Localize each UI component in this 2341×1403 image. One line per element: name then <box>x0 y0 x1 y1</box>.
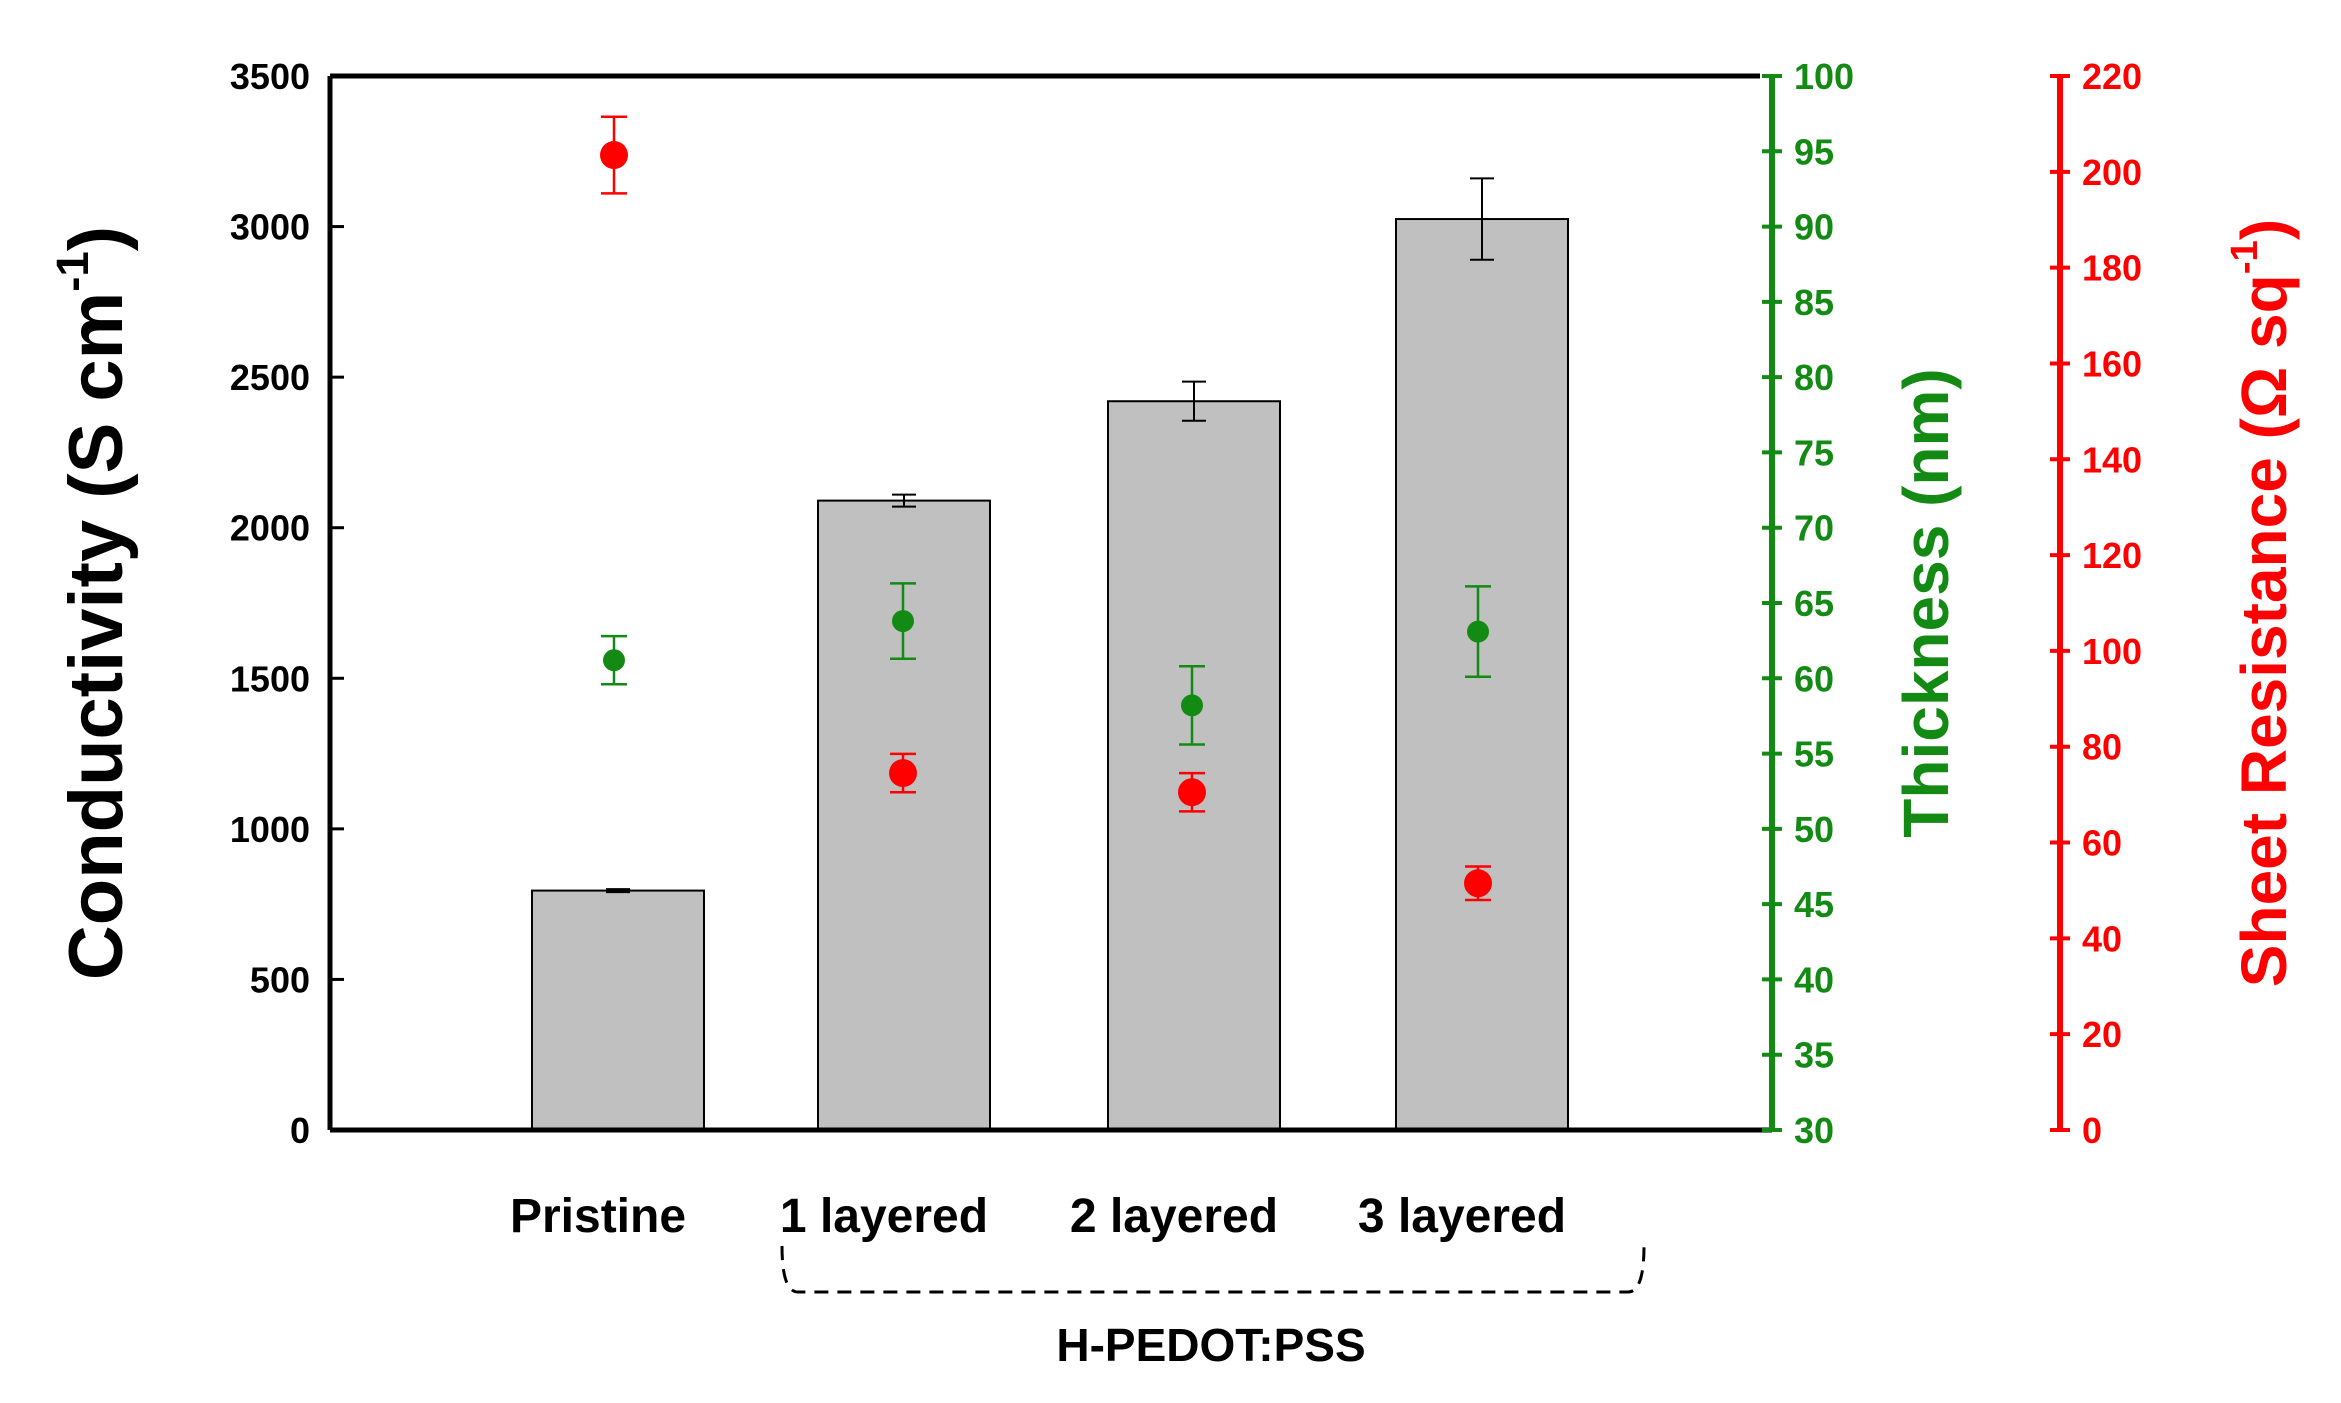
bar-conductivity-1 <box>531 889 705 1131</box>
group-bracket <box>780 1245 1646 1294</box>
thickness-tick-label-60: 60 <box>1794 658 1834 699</box>
thickness-tick-label-40: 40 <box>1794 959 1834 1000</box>
sheet-resistance-tick-label-80: 80 <box>2082 727 2122 768</box>
point-sheet-resistance-2 <box>889 759 917 788</box>
left-tick-label-1000: 1000 <box>230 809 310 850</box>
sheet-resistance-tick-label-20: 20 <box>2082 1014 2122 1055</box>
thickness-tick-label-95: 95 <box>1794 131 1834 172</box>
category-label-4: 3 layered <box>1358 1190 1566 1243</box>
thickness-axis-title: Thickness (nm) <box>1890 368 1962 837</box>
bars-layer <box>531 177 1569 1132</box>
thickness-tick-label-55: 55 <box>1794 734 1834 775</box>
group-label: H-PEDOT:PSS <box>1056 1319 1365 1371</box>
thickness-tick-label-35: 35 <box>1794 1035 1834 1076</box>
sheet-resistance-axis-title-superscript: -1 <box>2223 240 2266 274</box>
thickness-tick-label-50: 50 <box>1794 809 1834 850</box>
sheet-resistance-tick-label-140: 140 <box>2082 439 2142 480</box>
sheet-resistance-tick-label-0: 0 <box>2082 1110 2102 1151</box>
labels-layer: 0500100015002000250030003500303540455055… <box>47 56 2300 1371</box>
thickness-tick-label-75: 75 <box>1794 432 1834 473</box>
thickness-tick-label-100: 100 <box>1794 56 1854 97</box>
bar-conductivity-3 <box>1107 400 1281 1131</box>
point-thickness-4 <box>1467 620 1489 643</box>
thickness-tick-label-65: 65 <box>1794 583 1834 624</box>
left-tick-label-0: 0 <box>290 1110 310 1151</box>
left-axis-title-superscript: -1 <box>47 251 98 292</box>
thickness-tick-label-70: 70 <box>1794 508 1834 549</box>
left-tick-label-3000: 3000 <box>230 207 310 248</box>
sheet-resistance-tick-label-120: 120 <box>2082 535 2142 576</box>
points-layer <box>600 115 1492 902</box>
category-label-1: Pristine <box>510 1190 686 1243</box>
sheet-resistance-axis-title-tail: ) <box>2228 219 2300 240</box>
sheet-resistance-axis-title-main: Sheet Resistance (Ω sq <box>2228 274 2300 987</box>
thickness-tick-label-80: 80 <box>1794 357 1834 398</box>
sheet-resistance-tick-label-220: 220 <box>2082 56 2142 97</box>
left-tick-label-1500: 1500 <box>230 658 310 699</box>
axes-layer <box>327 73 2070 1294</box>
bar-conductivity-4 <box>1395 218 1569 1132</box>
sheet-resistance-tick-label-40: 40 <box>2082 918 2122 959</box>
sheet-resistance-tick-label-100: 100 <box>2082 631 2142 672</box>
left-tick-label-3500: 3500 <box>230 56 310 97</box>
category-label-2: 1 layered <box>780 1190 988 1243</box>
left-tick-label-500: 500 <box>250 959 310 1000</box>
point-sheet-resistance-1 <box>600 141 628 170</box>
category-label-3: 2 layered <box>1070 1190 1278 1243</box>
sheet-resistance-tick-label-180: 180 <box>2082 248 2142 289</box>
left-axis-title-tail: ) <box>54 226 139 251</box>
sheet-resistance-tick-label-160: 160 <box>2082 343 2142 384</box>
thickness-axis-title-main: Thickness (nm) <box>1890 368 1962 837</box>
left-axis-title: Conductivity (S cm-1) <box>47 226 139 980</box>
thickness-tick-label-90: 90 <box>1794 207 1834 248</box>
left-tick-label-2000: 2000 <box>230 508 310 549</box>
point-sheet-resistance-3 <box>1178 778 1206 807</box>
sheet-resistance-tick-label-60: 60 <box>2082 823 2122 864</box>
point-thickness-2 <box>892 610 914 633</box>
point-thickness-1 <box>603 649 625 672</box>
left-tick-label-2500: 2500 <box>230 357 310 398</box>
point-thickness-3 <box>1181 694 1203 717</box>
thickness-tick-label-45: 45 <box>1794 884 1834 925</box>
thickness-tick-label-85: 85 <box>1794 282 1834 323</box>
sheet-resistance-axis-title: Sheet Resistance (Ω sq-1) <box>2223 219 2300 987</box>
left-axis-title-main: Conductivity (S cm <box>54 292 139 980</box>
thickness-tick-label-30: 30 <box>1794 1110 1834 1151</box>
point-sheet-resistance-4 <box>1464 869 1492 898</box>
sheet-resistance-tick-label-200: 200 <box>2082 152 2142 193</box>
